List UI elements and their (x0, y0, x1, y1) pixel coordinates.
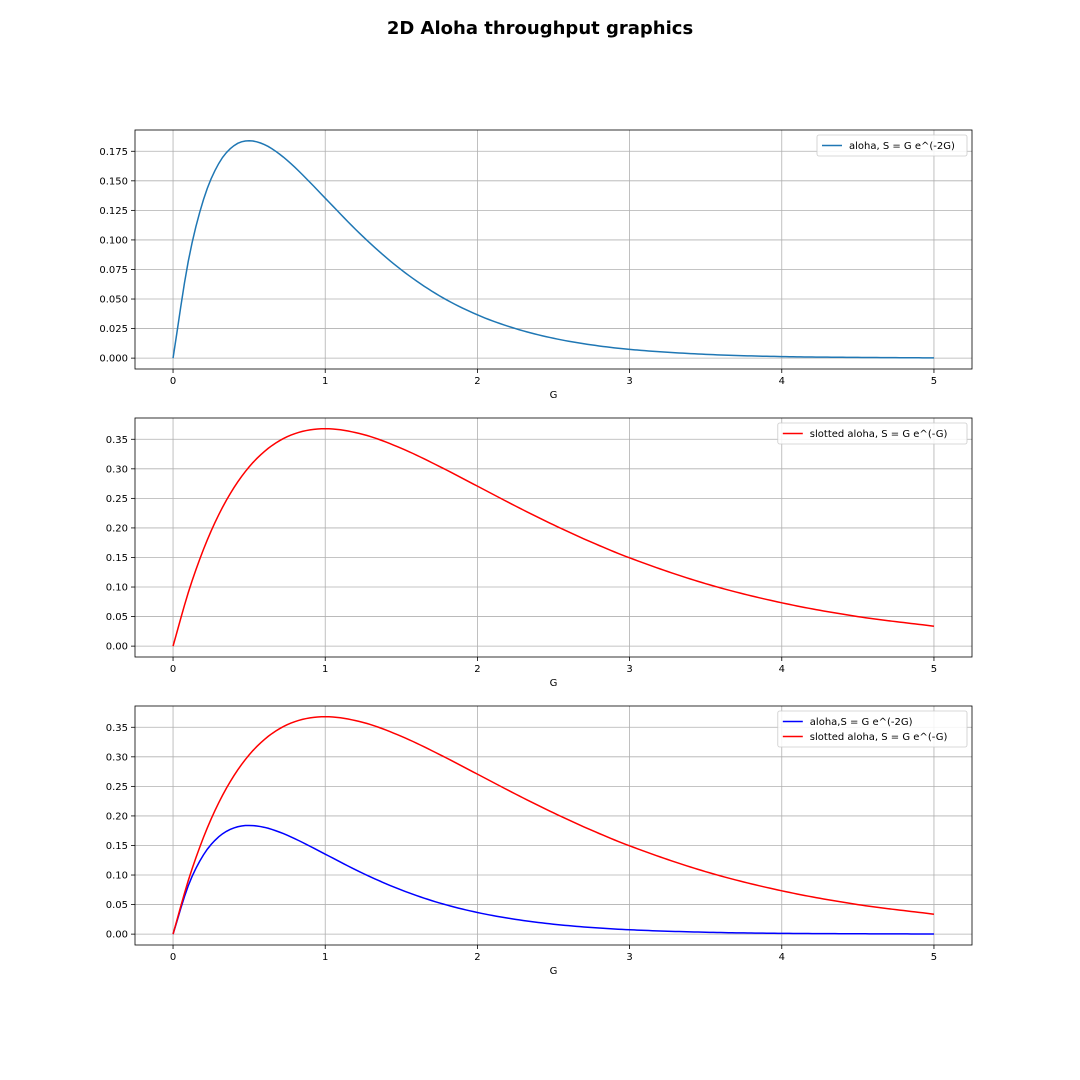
x-tick-label: 0 (170, 664, 176, 675)
y-tick-label: 0.10 (106, 871, 128, 882)
x-tick-label: 5 (931, 664, 937, 675)
y-tick-label: 0.35 (106, 723, 128, 734)
y-tick-label: 0.35 (106, 435, 128, 446)
subplot-3: 0 1 2 3 4 5 0.00 0.05 0.10 0.15 0.20 0.25 0.30 0.35 Ga… (106, 705, 973, 977)
legend: aloha, S = G e^(-2G) (816, 134, 968, 157)
y-tick-label: 0.20 (106, 811, 128, 822)
x-tick-label: 4 (779, 952, 785, 963)
x-tick-label: 0 (170, 952, 176, 963)
x-axis-label: G (550, 390, 558, 401)
x-axis-label: G (550, 966, 558, 977)
y-tick-label: 0.00 (106, 930, 128, 941)
x-tick-label: 1 (322, 376, 328, 387)
y-tick-label: 0.100 (99, 235, 128, 246)
x-tick-label: 2 (474, 664, 480, 675)
y-tick-label: 0.25 (106, 494, 128, 505)
x-tick-label: 4 (779, 664, 785, 675)
x-tick-label: 4 (779, 376, 785, 387)
x-tick-label: 3 (626, 664, 632, 675)
y-tick-label: 0.000 (99, 354, 128, 365)
x-tick-label: 5 (931, 952, 937, 963)
legend-entry: aloha, S = G e^(-2G) (849, 141, 955, 152)
series-line-2 (172, 715, 935, 935)
subplot-1: 0 1 2 3 4 5 0.000 0.025 0.050 0.075 0.100 0.125 0.15… (99, 129, 973, 401)
axes-frame (134, 705, 973, 946)
legend: slotted aloha, S = G e^(-G) (777, 422, 968, 445)
x-tick-label: 2 (474, 376, 480, 387)
legend-box (816, 134, 968, 157)
y-tick-label: 0.15 (106, 841, 128, 852)
subplot-2: 0 1 2 3 4 5 0.00 0.05 0.10 0.15 0.20 0.25 0.30 0.35 Gs… (106, 417, 973, 689)
series-line-1 (172, 824, 934, 935)
x-tick-label: 5 (931, 376, 937, 387)
x-tick-label: 2 (474, 952, 480, 963)
axes-frame (134, 129, 973, 370)
y-tick-label: 0.175 (99, 147, 128, 158)
x-tick-label: 3 (626, 376, 632, 387)
y-tick-label: 0.05 (106, 900, 128, 911)
legend-entry: slotted aloha, S = G e^(-G) (810, 732, 948, 743)
y-tick-label: 0.10 (106, 583, 128, 594)
legend-box (777, 710, 968, 748)
x-axis-label: G (550, 678, 558, 689)
axes-frame (134, 417, 973, 658)
y-tick-label: 0.15 (106, 553, 128, 564)
y-tick-label: 0.00 (106, 642, 128, 653)
y-tick-label: 0.20 (106, 523, 128, 534)
y-tick-label: 0.30 (106, 464, 128, 475)
figure-title: 2D Aloha throughput graphics (386, 18, 694, 39)
x-tick-label: 1 (322, 664, 328, 675)
y-tick-label: 0.25 (106, 782, 128, 793)
legend: aloha,S = G e^(-2G) slotted aloha, S = G … (777, 710, 968, 748)
y-tick-label: 0.125 (99, 206, 128, 217)
x-tick-label: 0 (170, 376, 176, 387)
legend-entry: slotted aloha, S = G e^(-G) (810, 429, 948, 440)
legend-entry: aloha,S = G e^(-2G) (810, 717, 913, 728)
x-tick-label: 3 (626, 952, 632, 963)
x-tick-label: 1 (322, 952, 328, 963)
y-tick-label: 0.050 (99, 295, 128, 306)
series-line-1 (172, 427, 935, 647)
y-tick-label: 0.30 (106, 752, 128, 763)
y-tick-label: 0.05 (106, 612, 128, 623)
y-tick-label: 0.150 (99, 176, 128, 187)
y-tick-label: 0.075 (99, 265, 128, 276)
y-tick-label: 0.025 (99, 324, 128, 335)
series-line-1 (172, 140, 934, 359)
legend-box (777, 422, 968, 445)
